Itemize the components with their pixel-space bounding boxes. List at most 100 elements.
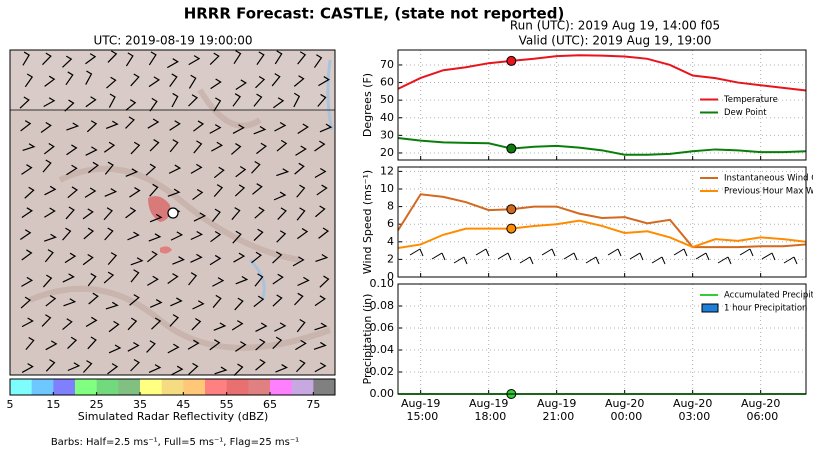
wind-barb bbox=[475, 248, 490, 257]
wind-barb bbox=[296, 318, 306, 333]
wind-barb bbox=[314, 167, 327, 179]
wind-barb bbox=[209, 124, 222, 134]
x-tick-label-line: Aug-19 bbox=[401, 397, 440, 410]
wind-barb bbox=[127, 317, 138, 331]
wind-barb bbox=[66, 164, 78, 176]
colorbar-tick-label: 75 bbox=[306, 398, 320, 411]
colorbar-frame bbox=[9, 378, 336, 396]
wind-barb bbox=[21, 164, 33, 175]
colorbar-bin bbox=[140, 379, 162, 395]
site-marker bbox=[167, 207, 179, 219]
wind-barb bbox=[67, 362, 81, 372]
colorbar-bin bbox=[96, 379, 119, 395]
wind-barb bbox=[275, 364, 288, 373]
wind-barb bbox=[234, 184, 246, 197]
wind-barb bbox=[273, 191, 287, 201]
wind-barb bbox=[409, 248, 424, 257]
wind-barb bbox=[188, 94, 199, 107]
wind-barb bbox=[45, 359, 56, 372]
wind-barb bbox=[106, 76, 117, 89]
wind-barb bbox=[167, 58, 179, 69]
wind-barb bbox=[256, 142, 267, 155]
valid-time: Valid (UTC): 2019 Aug 19, 19:00 bbox=[519, 34, 712, 48]
x-tick-label-line: 18:00 bbox=[471, 410, 506, 423]
river bbox=[248, 59, 334, 301]
wind-barb bbox=[276, 139, 288, 152]
wind-barb bbox=[82, 208, 94, 220]
wind-barb bbox=[43, 233, 57, 242]
x-tick-label-line: Aug-20 bbox=[605, 397, 644, 410]
wind-barb bbox=[188, 362, 199, 375]
y-tick-label: 20 bbox=[380, 146, 394, 159]
wind-barb bbox=[293, 92, 301, 108]
wind-barb bbox=[297, 228, 309, 240]
wind-barb bbox=[188, 55, 201, 66]
wind-barb bbox=[233, 50, 242, 65]
wind-barb bbox=[88, 292, 99, 305]
colorbar-bin bbox=[10, 379, 32, 395]
x-tick-label: Aug-20 06:00 bbox=[741, 397, 780, 423]
wind-barb bbox=[43, 97, 56, 108]
map-title: UTC: 2019-08-19 19:00:00 bbox=[93, 34, 252, 48]
wind-barb bbox=[130, 257, 144, 266]
wind-barb bbox=[233, 363, 244, 376]
wind-barb bbox=[24, 186, 35, 199]
radar-echo bbox=[160, 246, 172, 254]
colorbar-bin bbox=[248, 379, 271, 395]
wind-barb bbox=[296, 207, 306, 221]
wind-barb bbox=[192, 300, 205, 310]
wind-barb bbox=[188, 74, 197, 89]
wind-barb bbox=[297, 51, 307, 65]
legend-label: Temperature bbox=[723, 95, 778, 105]
wind-barb bbox=[148, 364, 162, 374]
wind-barb bbox=[316, 184, 328, 196]
wind-barb bbox=[212, 294, 222, 308]
x-tick-label-line: 06:00 bbox=[743, 410, 778, 423]
wind-barb bbox=[276, 168, 290, 177]
figure-title: HRRR Forecast: CASTLE, (state not report… bbox=[184, 5, 565, 23]
wind-barb bbox=[169, 73, 178, 87]
wind-barb bbox=[67, 186, 78, 199]
wind-barb bbox=[313, 341, 327, 350]
wind-barb bbox=[315, 254, 329, 263]
colorbar-bin bbox=[118, 379, 141, 395]
wind-barb bbox=[130, 269, 140, 283]
barb-note: Barbs: Half=2.5 ms⁻¹, Full=5 ms⁻¹, Flag=… bbox=[51, 437, 299, 448]
wind-barb bbox=[43, 142, 55, 155]
wind-barb bbox=[82, 254, 94, 266]
y-tick-label: 0.04 bbox=[370, 343, 395, 356]
wind-barb bbox=[67, 336, 78, 350]
wind-barb bbox=[314, 295, 326, 307]
colorbar-tick-label: 45 bbox=[176, 398, 190, 411]
wind-barb bbox=[65, 71, 74, 86]
wind-barb bbox=[695, 252, 710, 261]
wind-barb bbox=[292, 256, 305, 267]
wind-barb bbox=[125, 207, 137, 219]
wind-barb bbox=[63, 298, 77, 307]
wind-barb bbox=[210, 230, 222, 243]
wind-barb bbox=[761, 252, 776, 261]
wind-barb bbox=[19, 96, 30, 109]
wind-barb bbox=[107, 363, 119, 375]
y-tick-label: 2 bbox=[387, 252, 394, 265]
map-region bbox=[10, 50, 335, 110]
wind-barb bbox=[44, 207, 56, 218]
y-axis-label: Degrees (F) bbox=[361, 73, 374, 137]
wind-barb bbox=[431, 252, 446, 261]
wind-barb bbox=[209, 52, 220, 65]
legend-label: Accumulated Precipitation bbox=[724, 291, 813, 301]
wind-barb bbox=[255, 322, 268, 332]
wind-barb bbox=[541, 248, 556, 257]
wind-barb bbox=[149, 97, 158, 112]
wind-barb bbox=[103, 207, 113, 221]
wind-barb bbox=[149, 139, 160, 152]
wind-barb bbox=[293, 75, 305, 87]
plot-frame bbox=[397, 166, 807, 278]
wind-barb bbox=[294, 162, 305, 175]
wind-barb bbox=[45, 295, 57, 307]
wind-barb bbox=[232, 124, 245, 134]
run-time: Run (UTC): 2019 Aug 19, 14:00 f05 bbox=[510, 19, 720, 33]
wind-barb bbox=[85, 146, 98, 156]
wind-barb bbox=[252, 183, 263, 195]
wind-barb bbox=[85, 53, 97, 65]
